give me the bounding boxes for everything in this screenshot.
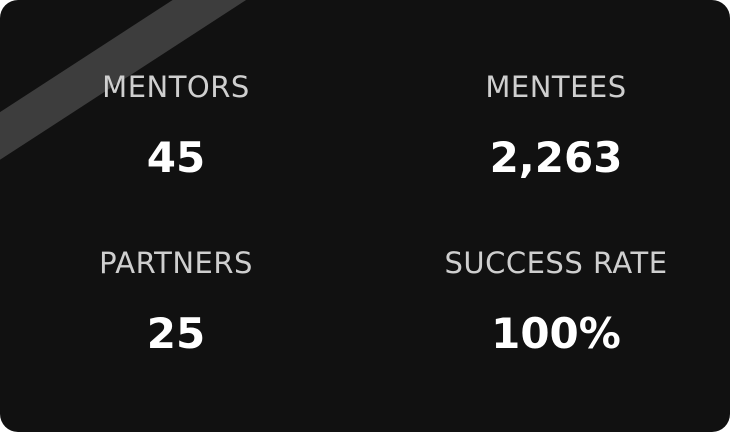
stat-partners: PARTNERS 25 bbox=[26, 245, 326, 359]
stat-success-rate: SUCCESS RATE 100% bbox=[406, 245, 706, 359]
stat-mentors: MENTORS 45 bbox=[26, 69, 326, 183]
stat-mentees: MENTEES 2,263 bbox=[406, 69, 706, 183]
stat-label: SUCCESS RATE bbox=[444, 246, 668, 280]
stat-value: 2,263 bbox=[489, 133, 623, 182]
stat-label: MENTORS bbox=[102, 70, 250, 104]
stat-value: 45 bbox=[146, 133, 206, 182]
stat-label: PARTNERS bbox=[99, 246, 253, 280]
stat-value: 25 bbox=[146, 309, 206, 358]
stat-label: MENTEES bbox=[485, 70, 627, 104]
stat-value: 100% bbox=[491, 309, 621, 358]
